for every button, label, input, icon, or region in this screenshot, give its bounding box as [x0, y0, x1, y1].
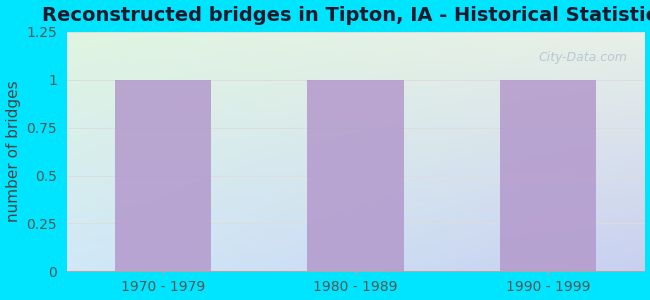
Bar	[115, 80, 211, 272]
Title: Reconstructed bridges in Tipton, IA - Historical Statistics: Reconstructed bridges in Tipton, IA - Hi…	[42, 6, 650, 25]
Text: City-Data.com: City-Data.com	[538, 51, 627, 64]
Bar	[500, 80, 596, 272]
Y-axis label: number of bridges: number of bridges	[6, 81, 21, 222]
Bar	[307, 80, 404, 272]
